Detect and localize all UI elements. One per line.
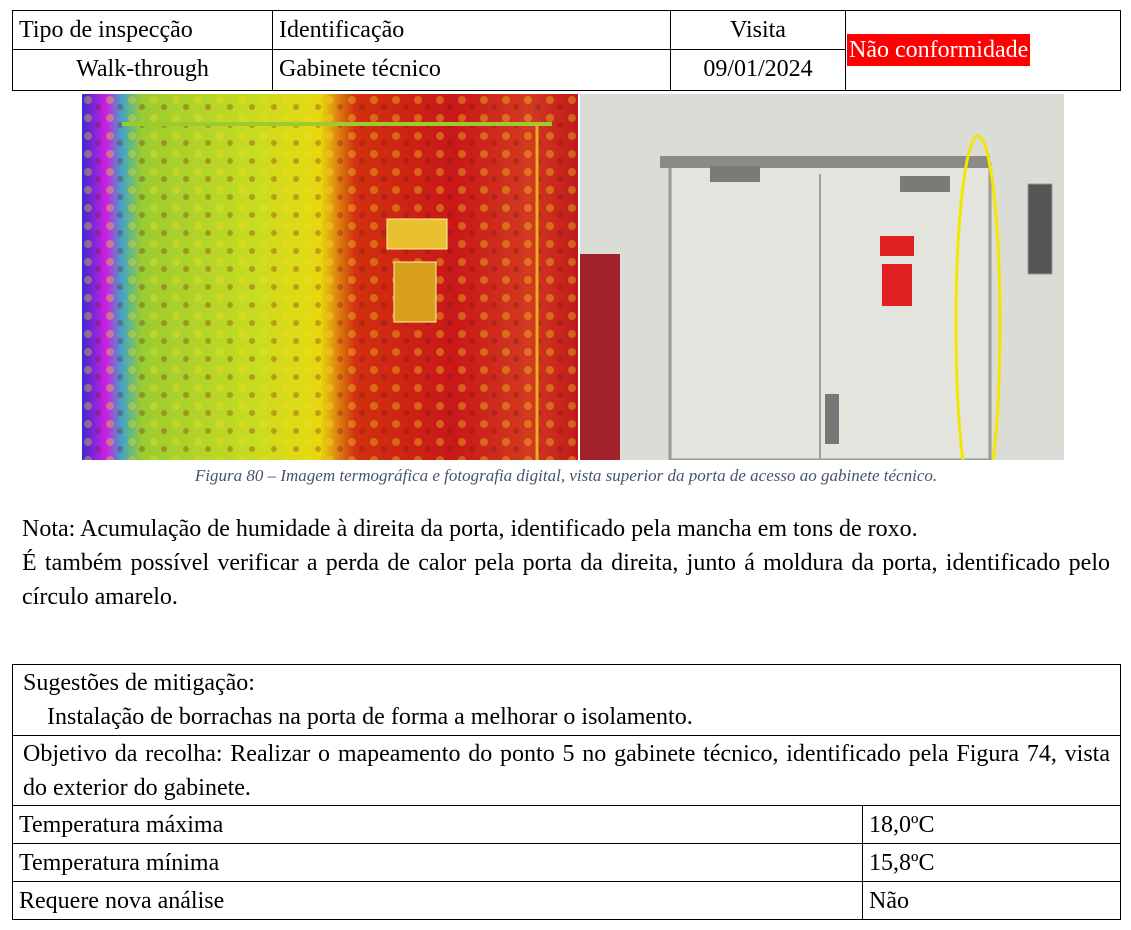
photo xyxy=(580,94,1064,460)
mitigation-text: Instalação de borrachas na porta de form… xyxy=(47,704,693,730)
table-cell: Requere nova análise xyxy=(12,881,863,920)
table-cell: 15,8ºC xyxy=(862,843,1121,882)
status-cell: Não conformidade xyxy=(845,10,1121,91)
note: Nota: Acumulação de humidade à direita d… xyxy=(12,512,1120,614)
header-cell: Tipo de inspecção xyxy=(12,10,273,50)
table-cell: Temperatura máxima xyxy=(12,805,863,844)
header-cell: Identificação xyxy=(272,10,671,50)
figure-caption: Figura 80 – Imagem termográfica e fotogr… xyxy=(194,466,938,485)
table-cell: 18,0ºC xyxy=(862,805,1121,844)
note-paragraph: É também possível verificar a perda de c… xyxy=(22,550,1110,610)
table-cell: Temperatura mínima xyxy=(12,843,863,882)
thermal-image xyxy=(82,94,578,460)
status-label: Não conformidade xyxy=(847,34,1031,66)
objective: Objetivo da recolha: Realizar o mapeamen… xyxy=(12,735,1121,806)
mitigation-title: Sugestões de mitigação: xyxy=(23,670,255,696)
mitigation: Sugestões de mitigação: Instalação de bo… xyxy=(12,664,1121,736)
table-cell: Não xyxy=(862,881,1121,920)
header-value: Gabinete técnico xyxy=(272,49,671,91)
header-cell: Visita xyxy=(670,10,846,50)
header-value: 09/01/2024 xyxy=(670,49,846,91)
note-paragraph: Nota: Acumulação de humidade à direita d… xyxy=(22,516,918,542)
header-value: Walk-through xyxy=(12,49,273,91)
